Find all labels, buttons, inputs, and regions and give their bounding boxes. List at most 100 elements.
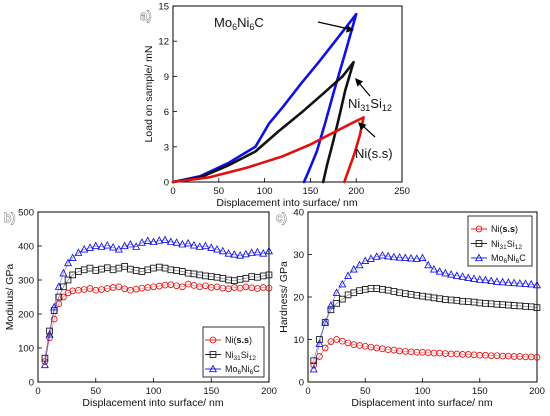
series-mo6ni6c-point — [521, 279, 530, 287]
series-mo6ni6c-point — [315, 339, 324, 347]
series-mo6ni6c-point — [361, 256, 370, 265]
series-mo6ni6c-point — [481, 275, 490, 284]
series-mo6ni6c-point — [470, 274, 479, 282]
legend-b-ni31si12: Ni31Si12 — [225, 350, 256, 362]
panel-b-x-tick-label: 200 — [261, 386, 277, 397]
panel-c-x-tick-label: 0 — [305, 386, 310, 397]
panel-a-y-tick-label: 3 — [164, 142, 169, 153]
series-mo6ni6c-point — [504, 278, 513, 286]
annotation-ni31si12-arrowhead — [355, 78, 363, 87]
series-ni-s-s-point — [265, 284, 273, 292]
series-ni31si12-point — [64, 276, 72, 284]
series-mo6ni6c-point — [338, 279, 347, 288]
panel-b-x-tick-label: 50 — [90, 386, 101, 397]
legend-b-ni-s-s-marker — [209, 336, 217, 344]
series-mo6ni6c-point — [515, 278, 524, 287]
series-ni-s-s-point — [327, 338, 335, 345]
panel-c-y-tick-label: 40 — [293, 208, 304, 219]
panel-b-x-tick-label: 100 — [146, 386, 162, 397]
panel-c-series — [309, 250, 542, 373]
series-mo6ni6c-point — [264, 246, 274, 255]
series-mo6ni6c-point — [236, 251, 245, 259]
legend-b-ni-ss: Ni(s.s) — [225, 335, 252, 345]
panel-c-legend: Ni(s.s) Ni31Si12 Mo6Ni6C — [467, 215, 533, 267]
annotation-ni31si12: Ni31Si12 — [348, 78, 392, 113]
series-mo6ni6c-point — [68, 253, 77, 262]
series-mo6ni6c-point — [230, 250, 239, 258]
panel-a-ticks: 0 50 100 150 200 250 0 3 6 9 12 15 — [158, 2, 410, 198]
series-mo6ni6c-point — [195, 242, 204, 250]
panel-c-legend-markers — [471, 225, 487, 262]
series-mo6ni6c-point — [366, 254, 375, 262]
series-mo6ni6c-point — [532, 280, 542, 289]
series-mo6ni6c-point — [137, 238, 146, 246]
panel-b-modulus: b) 0 50 100 150 200 0 100 200 300 400 500 Displace… — [4, 208, 277, 410]
legend-c-ni31si12-marker — [475, 240, 483, 247]
panel-c-x-axis-title: Displacement into surface/ nm — [351, 397, 492, 409]
annotation-ni-ss-arrowhead — [358, 122, 367, 131]
series-mo6ni6c-point — [424, 260, 433, 269]
panel-c-y-tick-label: 0 — [299, 378, 304, 389]
panel-a-y-axis-title: Load on sample/ mN — [143, 46, 155, 143]
series-mo6ni6c-point — [74, 248, 83, 256]
series-mo6ni6c-point — [487, 276, 496, 284]
series-ni-s-s-trace — [44, 283, 270, 362]
annotation-mo6ni6c-label: Mo6Ni6C — [214, 15, 264, 32]
series-mo6ni6c-point — [372, 252, 381, 260]
series-mo6ni6c-point — [389, 252, 398, 261]
series-mo6ni6c-point — [50, 302, 59, 311]
series-mo6ni6c-point — [332, 288, 341, 296]
panel-b-y-tick-label: 500 — [18, 208, 34, 219]
series-mo6ni6c-point — [166, 237, 175, 246]
series-ni-s-s-loading-curve — [171, 116, 365, 184]
series-mo6ni6c-loading-curve — [171, 12, 358, 184]
series-mo6ni6c-point — [401, 253, 410, 262]
series-mo6ni6c-point — [498, 277, 507, 286]
series-ni-s-s-point — [533, 354, 541, 361]
panel-c-y-tick-label: 20 — [293, 293, 304, 304]
panel-b-y-tick-label: 300 — [18, 276, 34, 287]
series-ni31si12-point — [265, 271, 273, 279]
panel-a-x-tick-label: 150 — [302, 186, 318, 197]
panel-a-x-tick-label: 50 — [214, 186, 225, 197]
panel-c-x-tick-label: 100 — [415, 386, 431, 397]
series-ni31si12-trace — [44, 266, 270, 359]
series-mo6ni6c-point — [64, 258, 73, 267]
series-mo6ni6c-point — [201, 241, 210, 250]
series-ni-s-s-point — [202, 282, 209, 290]
legend-c-ni-ss: Ni(s.s) — [491, 224, 518, 234]
series-mo6ni6c-point — [475, 275, 484, 283]
annotation-mo6ni6c-arrow — [317, 21, 350, 30]
series-mo6ni6c-point — [253, 247, 262, 256]
panel-c-x-tick-label: 200 — [529, 386, 545, 397]
panel-a-y-tick-label: 15 — [158, 2, 169, 13]
series-mo6ni6c-point — [429, 264, 438, 273]
panel-a-y-tick-label: 9 — [164, 72, 169, 83]
series-mo6ni6c-point — [321, 318, 330, 326]
annotation-ni-ss-arrow — [362, 125, 376, 138]
panel-b-letter: b) — [4, 210, 16, 225]
panel-b-y-axis-title: Modulus/ GPa — [4, 264, 16, 331]
legend-c-mo6ni6c-marker — [474, 253, 484, 262]
series-mo6ni6c-point — [378, 250, 387, 259]
series-ni-s-s-point — [55, 300, 63, 308]
series-mo6ni6c-point — [85, 243, 94, 251]
series-mo6ni6c-point — [384, 251, 393, 260]
series-mo6ni6c-point — [441, 268, 450, 277]
series-mo6ni6c-point — [80, 244, 89, 253]
series-mo6ni6c-point — [114, 244, 123, 253]
legend-b-ni31si12-marker — [209, 351, 217, 358]
series-mo6ni6c-point — [155, 236, 164, 244]
panel-a-series — [171, 12, 365, 184]
series-mo6ni6c-point — [189, 240, 198, 249]
series-mo6ni6c-point — [464, 273, 473, 282]
panel-b-x-tick-label: 0 — [35, 386, 40, 397]
series-ni31si12-loading-curve — [171, 61, 355, 184]
series-mo6ni6c-point — [492, 277, 501, 285]
series-mo6ni6c-point — [349, 264, 358, 273]
panel-c-x-tick-label: 50 — [360, 386, 371, 397]
series-ni31si12-point — [533, 304, 541, 311]
series-mo6ni6c-point — [247, 248, 256, 256]
panel-c-y-axis-title: Hardness/ GPa — [278, 261, 290, 333]
